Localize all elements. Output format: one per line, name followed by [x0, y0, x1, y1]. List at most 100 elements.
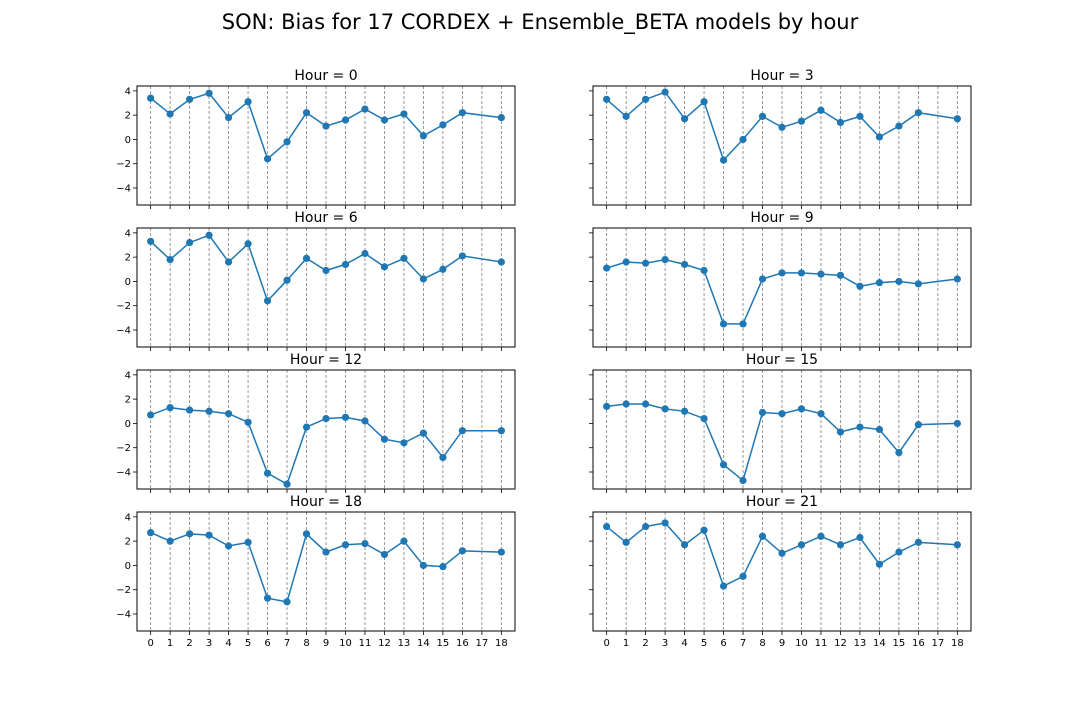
data-point: [856, 112, 864, 120]
data-point: [622, 400, 630, 408]
data-point: [302, 530, 311, 538]
subplot-3: −4 −2 0 2 4 Hour = 6: [116, 210, 516, 351]
data-point: [680, 260, 689, 269]
data-point: [719, 320, 728, 328]
x-tick-label: 11: [359, 638, 372, 649]
data-point: [147, 237, 155, 245]
x-tick-label: 16: [912, 638, 925, 649]
data-point: [914, 421, 922, 429]
data-point: [302, 423, 311, 431]
x-tick-label: 7: [284, 638, 290, 649]
data-point: [817, 106, 825, 114]
x-tick-label: 2: [642, 638, 648, 649]
data-point: [147, 94, 155, 102]
data-point: [700, 526, 708, 534]
y-tick-label: −4: [116, 184, 131, 195]
data-point: [661, 88, 669, 96]
x-tick-label: 12: [378, 638, 391, 649]
y-tick-label: −4: [116, 610, 131, 621]
y-tick-label: 4: [125, 228, 131, 239]
x-tick-label: 12: [834, 638, 847, 649]
data-point: [817, 270, 825, 278]
subplot-title: Hour = 18: [290, 494, 362, 510]
data-point: [953, 275, 961, 283]
data-point: [739, 572, 747, 580]
data-point: [758, 532, 767, 540]
data-point: [680, 115, 689, 123]
data-point: [497, 548, 505, 556]
data-point: [458, 427, 466, 435]
subplot-title: Hour = 15: [746, 352, 818, 368]
subplot-title: Hour = 9: [750, 210, 813, 226]
x-tick-label: 1: [167, 638, 173, 649]
panels-group: −4 −2 0 2 4 Hour = 0 Hour = 3 −4 −2 0 2 4 Hour = 6 Ho…: [116, 68, 972, 649]
data-point: [719, 156, 728, 164]
data-point: [797, 269, 806, 277]
y-tick-label: −4: [116, 326, 131, 337]
y-tick-label: −2: [116, 443, 131, 454]
data-point: [895, 448, 903, 457]
data-point: [166, 255, 174, 264]
subplot-title: Hour = 3: [750, 68, 813, 84]
data-point: [263, 297, 272, 305]
data-point: [856, 423, 864, 431]
data-point: [875, 425, 884, 434]
data-point: [758, 275, 767, 283]
data-point: [380, 116, 389, 124]
data-point: [497, 113, 505, 122]
data-point: [797, 541, 806, 549]
data-point: [680, 541, 689, 549]
data-point: [680, 407, 689, 415]
data-point: [419, 429, 428, 437]
y-tick-label: 2: [125, 537, 131, 548]
y-tick-label: 2: [125, 395, 131, 406]
data-point: [263, 155, 272, 163]
y-tick-label: 2: [125, 111, 131, 122]
data-point: [661, 255, 669, 264]
data-point: [914, 538, 922, 546]
data-point: [739, 320, 747, 328]
data-point: [244, 538, 252, 546]
x-tick-label: 18: [951, 638, 964, 649]
x-tick-label: 16: [456, 638, 469, 649]
data-point: [439, 121, 447, 129]
data-point: [739, 476, 747, 485]
x-tick-label: 14: [873, 638, 886, 649]
data-point: [400, 110, 408, 118]
data-point: [166, 537, 174, 545]
data-point: [224, 258, 233, 266]
y-tick-label: 4: [125, 512, 131, 523]
x-tick-label: 8: [303, 638, 309, 649]
data-point: [322, 122, 330, 130]
data-point: [914, 280, 922, 288]
x-tick-label: 5: [245, 638, 251, 649]
data-point: [283, 138, 291, 146]
data-point: [953, 115, 961, 123]
y-tick-label: 0: [125, 135, 131, 146]
x-tick-label: 11: [815, 638, 828, 649]
data-point: [603, 402, 611, 411]
x-tick-label: 3: [662, 638, 668, 649]
data-point: [895, 122, 903, 130]
data-point: [341, 116, 350, 124]
data-point: [186, 238, 194, 247]
y-tick-label: 0: [125, 419, 131, 430]
subplot-5: −4 −2 0 2 4 Hour = 12: [116, 352, 516, 493]
x-tick-label: 0: [147, 638, 153, 649]
data-point: [361, 105, 369, 113]
data-point: [953, 419, 961, 428]
data-point: [283, 598, 291, 606]
data-point: [341, 541, 350, 549]
data-point: [642, 95, 650, 103]
data-point: [147, 411, 155, 419]
data-point: [778, 123, 786, 131]
x-tick-label: 14: [417, 638, 430, 649]
subplot-6: Hour = 15: [589, 352, 972, 493]
data-point: [205, 231, 213, 239]
x-tick-label: 6: [264, 638, 270, 649]
data-point: [400, 537, 408, 545]
data-point: [400, 439, 408, 447]
x-tick-label: 13: [398, 638, 411, 649]
x-tick-label: 8: [759, 638, 765, 649]
